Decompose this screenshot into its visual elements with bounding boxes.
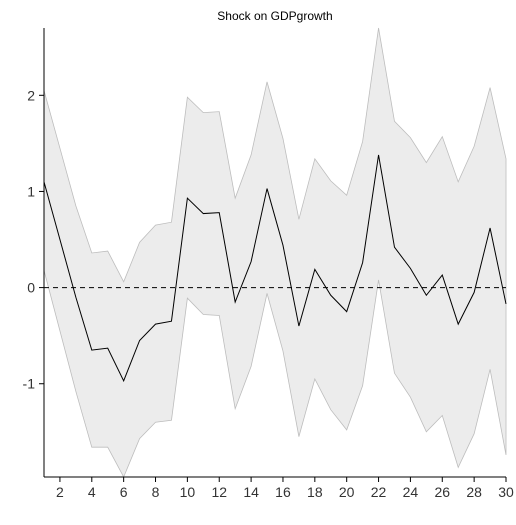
x-tick-label: 28: [466, 484, 482, 500]
x-tick-label: 10: [180, 484, 196, 500]
impulse-response-line: [43, 154, 507, 383]
x-tick-label: 22: [371, 484, 387, 500]
x-tick-label: 26: [434, 484, 450, 500]
x-tick-label: 16: [275, 484, 291, 500]
x-tick-label: 14: [243, 484, 259, 500]
x-tick-label: 18: [307, 484, 323, 500]
chart-title: Shock on GDPgrowth: [217, 9, 332, 23]
estimate-line-layer: [43, 154, 507, 383]
y-tick-label: -1: [23, 376, 36, 392]
y-tick-label: 1: [27, 183, 35, 199]
x-tick-label: 24: [403, 484, 419, 500]
x-tick-label: 4: [88, 484, 96, 500]
y-tick-label: 0: [27, 280, 35, 296]
x-tick-label: 6: [120, 484, 128, 500]
x-tick-label: 12: [211, 484, 227, 500]
confidence-band-layer: [43, 27, 507, 478]
x-tick-label: 2: [56, 484, 64, 500]
y-tick-label: 2: [27, 87, 35, 103]
x-tick-label: 8: [152, 484, 160, 500]
x-tick-label: 30: [498, 484, 514, 500]
x-tick-label: 20: [339, 484, 355, 500]
confidence-band: [43, 27, 507, 478]
